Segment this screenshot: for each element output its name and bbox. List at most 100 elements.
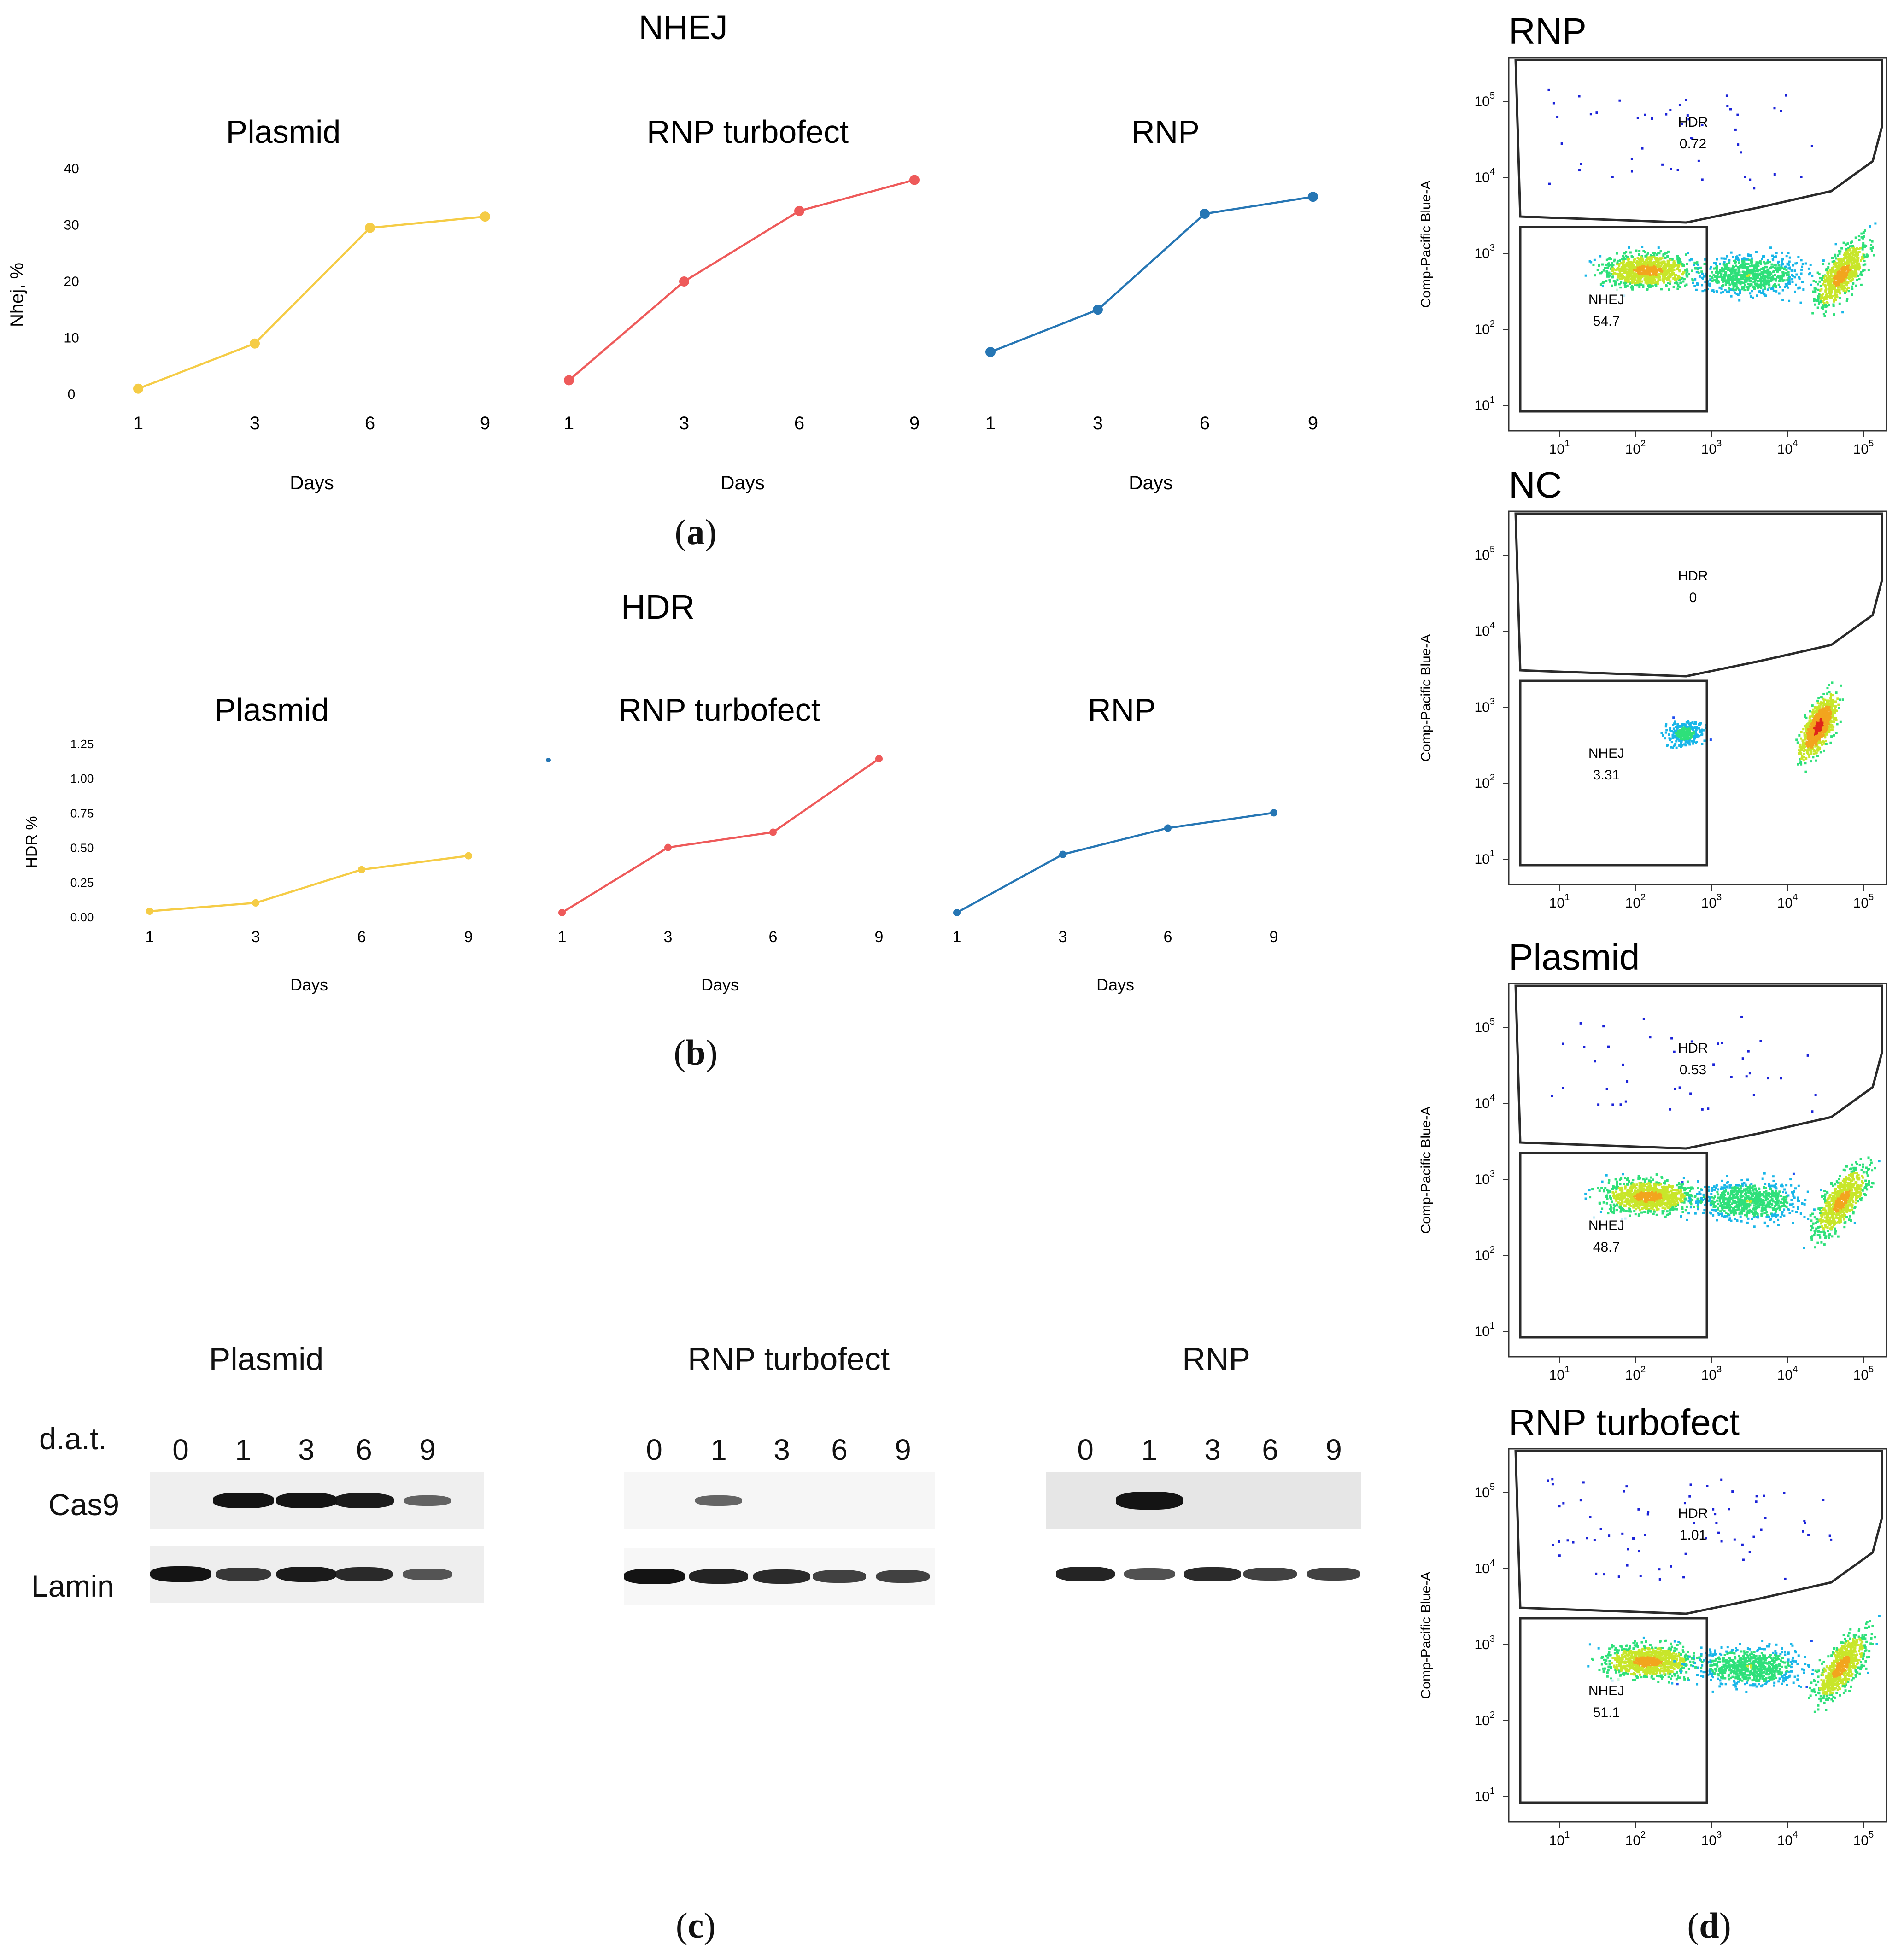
- event: [1862, 242, 1865, 245]
- event: [1625, 1200, 1628, 1203]
- data-point: [1200, 209, 1210, 219]
- x-tick-label: 1: [985, 413, 996, 433]
- flow-x-tick: 105: [1853, 439, 1874, 457]
- event: [1769, 279, 1771, 282]
- event: [1711, 271, 1713, 274]
- event: [1694, 722, 1697, 725]
- event: [1811, 312, 1814, 315]
- event: [1672, 266, 1675, 269]
- event: [1754, 266, 1757, 269]
- event: [1834, 283, 1837, 286]
- event: [1760, 292, 1763, 294]
- event: [1658, 1182, 1661, 1184]
- event: [1647, 270, 1650, 273]
- event: [1673, 260, 1676, 263]
- x-tick-label: 3: [252, 928, 260, 946]
- event: [1624, 1177, 1627, 1180]
- event: [1715, 290, 1718, 293]
- event: [1617, 275, 1620, 277]
- event: [1848, 269, 1851, 271]
- event: [1816, 708, 1818, 710]
- event: [1761, 258, 1763, 260]
- event: [1828, 277, 1831, 280]
- event: [1823, 731, 1826, 733]
- event: [1825, 743, 1828, 745]
- event: [1836, 267, 1839, 269]
- event: [1758, 290, 1761, 293]
- event: [1805, 743, 1808, 745]
- event: [1837, 1221, 1840, 1224]
- event: [1610, 1206, 1612, 1209]
- event: [1661, 1200, 1664, 1203]
- event: [1752, 273, 1754, 276]
- event: [1717, 280, 1720, 282]
- event: [1647, 278, 1650, 281]
- event: [1863, 246, 1866, 248]
- event: [1633, 281, 1635, 284]
- event: [1851, 1172, 1854, 1175]
- event: [1621, 275, 1624, 278]
- event: [1821, 294, 1823, 297]
- event: [1663, 1194, 1666, 1196]
- event: [1853, 248, 1856, 251]
- event: [1803, 725, 1806, 727]
- event: [1604, 267, 1606, 269]
- event: [1632, 1197, 1635, 1200]
- event: [1626, 272, 1629, 275]
- event: [1843, 282, 1845, 285]
- event: [1852, 267, 1855, 269]
- event: [1613, 1209, 1616, 1212]
- event: [1681, 273, 1684, 276]
- event: [1814, 290, 1816, 293]
- event: [1647, 1209, 1650, 1212]
- event: [1857, 235, 1860, 238]
- y-tick-label: 10: [64, 331, 79, 346]
- event: [1849, 276, 1852, 279]
- flow-title: Plasmid: [1509, 937, 1640, 978]
- event: [1641, 262, 1644, 265]
- event: [1629, 1192, 1631, 1195]
- event: [1645, 1203, 1647, 1206]
- event: [1654, 1195, 1657, 1197]
- event: [1857, 1191, 1860, 1194]
- panel-b-title: HDR: [621, 588, 695, 626]
- event: [1840, 684, 1842, 687]
- event: [1687, 742, 1689, 745]
- event: [1693, 261, 1696, 264]
- event: [1664, 731, 1667, 734]
- event: [1808, 720, 1811, 723]
- event: [1634, 1184, 1636, 1187]
- panel-b: HDR HDR % 0.000.250.500.751.001.25 Plasm…: [23, 588, 1278, 994]
- data-point: [480, 211, 490, 222]
- event: [1840, 1196, 1843, 1199]
- event: [1611, 269, 1614, 271]
- event: [1631, 275, 1634, 278]
- event: [1830, 278, 1833, 281]
- event: [1652, 276, 1654, 279]
- event: [1651, 1192, 1654, 1195]
- event: [1788, 256, 1791, 259]
- event: [1857, 267, 1860, 270]
- event: [1846, 252, 1849, 255]
- event: [1807, 748, 1810, 751]
- event: [1822, 734, 1824, 737]
- event: [1630, 286, 1633, 289]
- event: [1810, 1238, 1813, 1241]
- event: [1603, 1190, 1605, 1193]
- event: [1607, 1212, 1610, 1215]
- event: [1728, 283, 1731, 286]
- event: [1750, 257, 1753, 260]
- event: [1856, 1163, 1858, 1165]
- event: [1690, 726, 1693, 729]
- event: [1662, 1195, 1664, 1198]
- event: [1801, 749, 1804, 751]
- event: [1618, 269, 1621, 272]
- event: [1757, 276, 1759, 279]
- event: [1830, 296, 1833, 299]
- event: [1720, 270, 1723, 273]
- event: [1734, 261, 1737, 264]
- event: [1809, 722, 1811, 725]
- event: [1742, 274, 1745, 276]
- event: [1754, 283, 1757, 286]
- event: [1747, 254, 1750, 257]
